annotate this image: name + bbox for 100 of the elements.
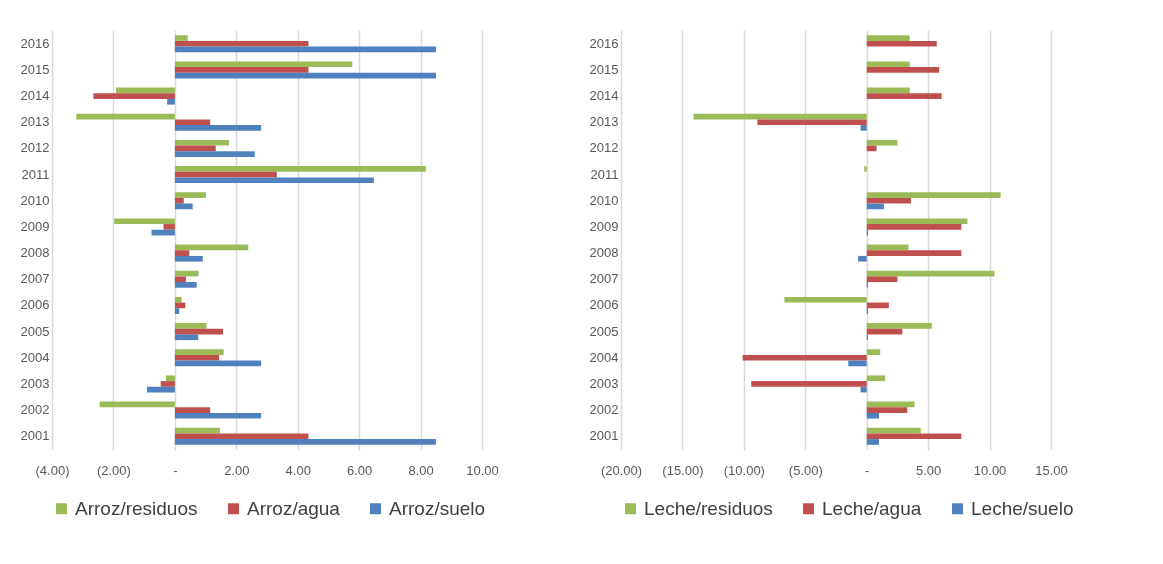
bar (174, 40, 309, 47)
bar (174, 255, 203, 262)
x-tick-label: 5.00 (915, 462, 942, 478)
y-tick-label: 2007 (20, 271, 50, 287)
x-tick-label: 6.00 (346, 462, 373, 478)
bar (784, 296, 867, 303)
bar (866, 218, 968, 225)
bar (751, 381, 867, 387)
bar (174, 407, 211, 413)
y-tick-label: 2008 (589, 245, 619, 261)
x-tick-label: (4.00) (35, 462, 70, 478)
bar (174, 35, 188, 41)
x-tick-label: 15.00 (1035, 462, 1068, 478)
bar (167, 98, 175, 105)
y-tick-label: 2002 (589, 402, 619, 418)
bar (858, 255, 867, 262)
bar (160, 381, 175, 387)
bar (742, 354, 867, 361)
bar (174, 439, 436, 445)
bar (174, 354, 220, 361)
y-tick-label: 2003 (20, 375, 50, 391)
bar (174, 197, 184, 204)
y-tick-label: 2013 (589, 114, 619, 130)
bar (174, 192, 206, 198)
bar (165, 375, 175, 382)
legend-label: Leche/agua (822, 497, 922, 519)
y-tick-label: 2008 (20, 245, 50, 261)
bar (163, 224, 175, 230)
bar (866, 407, 908, 413)
y-tick-label: 2009 (20, 218, 50, 234)
x-tick-label: (10.00) (723, 462, 765, 478)
bar (866, 375, 886, 382)
bar (174, 276, 186, 283)
bar (174, 151, 255, 157)
bar (174, 61, 353, 68)
y-tick-label: 2015 (589, 61, 619, 77)
bar (174, 349, 224, 355)
y-tick-label: 2009 (589, 218, 619, 234)
legend-label: Arroz/suelo (389, 497, 486, 519)
bar (174, 250, 190, 256)
legend-label: Arroz/residuos (75, 497, 198, 519)
bar (866, 93, 942, 99)
bar (174, 177, 374, 184)
x-tick-label: (5.00) (788, 462, 823, 478)
bar (866, 35, 910, 41)
bar (866, 412, 879, 419)
legend-label: Leche/suelo (971, 497, 1074, 519)
legend-label: Leche/residuos (644, 497, 773, 519)
bar (174, 282, 197, 288)
bar (866, 349, 881, 355)
x-tick-label: 4.00 (285, 462, 311, 478)
y-tick-label: 2016 (589, 35, 619, 51)
bar (174, 433, 309, 440)
bar (866, 197, 911, 204)
bar (114, 218, 175, 225)
y-tick-label: 2013 (20, 114, 50, 130)
bar (174, 296, 182, 303)
y-tick-label: 2014 (20, 88, 50, 104)
bar (866, 323, 932, 329)
bar (866, 61, 910, 68)
y-tick-label: 2006 (589, 297, 619, 313)
legend-label: Arroz/agua (247, 497, 341, 519)
y-tick-label: 2011 (21, 166, 50, 182)
y-tick-label: 2004 (20, 349, 50, 365)
y-tick-label: 2007 (589, 271, 619, 287)
x-tick-label: (2.00) (96, 462, 131, 478)
y-tick-label: 2005 (20, 323, 50, 339)
y-tick-label: 2001 (20, 428, 50, 444)
bar (174, 166, 426, 172)
bar (174, 412, 262, 419)
y-tick-label: 2015 (20, 61, 50, 77)
x-tick-label: - (173, 462, 178, 478)
bar (174, 323, 207, 329)
bar (757, 119, 867, 126)
bar (860, 125, 867, 131)
bar (174, 125, 262, 131)
y-tick-label: 2010 (589, 192, 619, 208)
x-tick-label: (20.00) (600, 462, 643, 478)
x-tick-label: 8.00 (408, 462, 434, 478)
bar (866, 439, 879, 445)
y-tick-label: 2001 (589, 428, 619, 444)
y-tick-label: 2002 (20, 402, 50, 418)
x-tick-label: 10.00 (973, 462, 1007, 478)
y-tick-label: 2011 (590, 166, 619, 182)
bar (174, 139, 229, 146)
y-tick-label: 2012 (20, 140, 50, 156)
x-tick-label: 10.00 (466, 462, 499, 478)
x-tick-label: 2.00 (224, 462, 250, 478)
x-tick-label: - (865, 462, 870, 478)
bar (866, 139, 898, 146)
bar (93, 93, 175, 99)
bar (864, 166, 867, 172)
y-tick-label: 2016 (20, 35, 50, 51)
y-tick-label: 2006 (20, 297, 50, 313)
bar (866, 250, 962, 256)
bar (174, 67, 309, 73)
y-tick-label: 2014 (589, 88, 619, 104)
bar (866, 276, 898, 283)
bar (866, 192, 1001, 198)
y-tick-label: 2003 (589, 375, 619, 391)
